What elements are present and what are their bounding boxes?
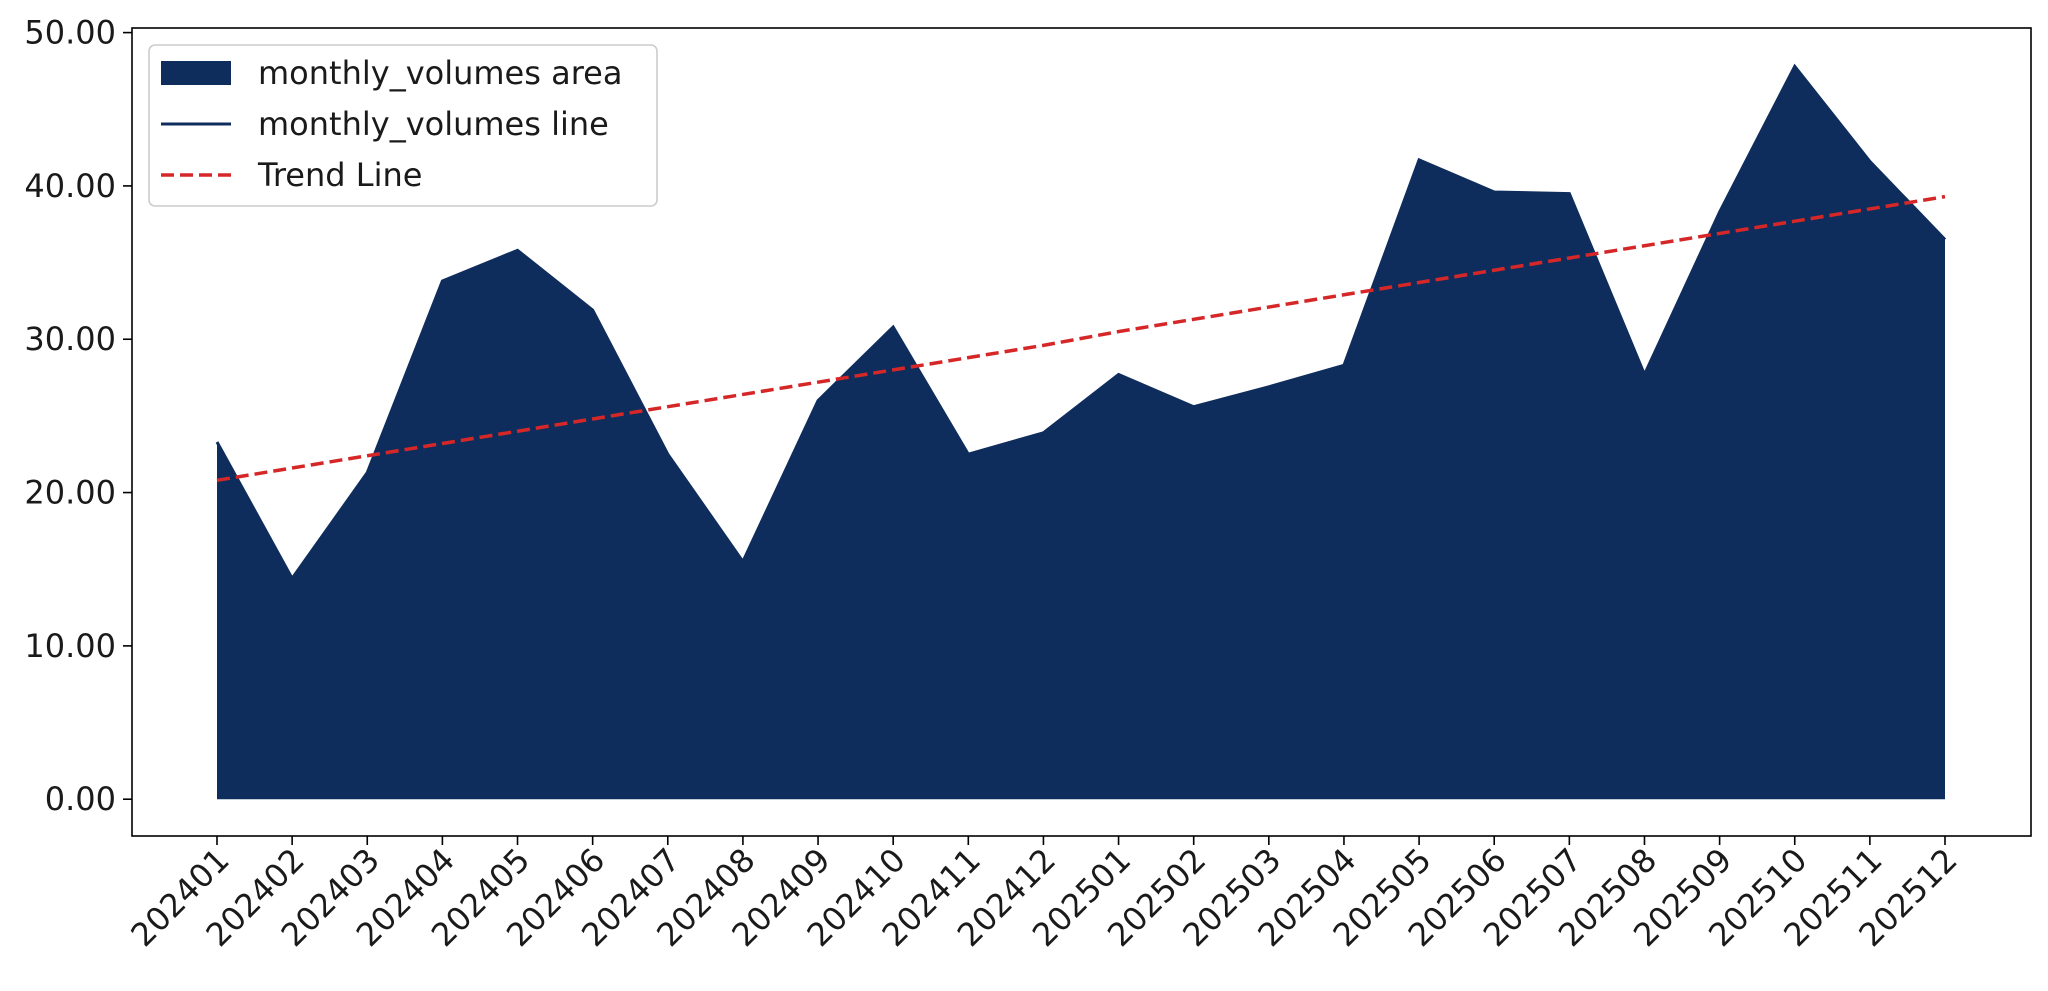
y-tick-label: 0.00 xyxy=(45,780,116,818)
legend-label-monthly-volumes-line: monthly_volumes line xyxy=(258,105,609,143)
y-tick-label: 30.00 xyxy=(24,320,116,358)
y-tick-label: 50.00 xyxy=(24,14,116,52)
y-tick-label: 20.00 xyxy=(24,474,116,512)
legend-label-monthly-volumes-area: monthly_volumes area xyxy=(258,54,622,92)
legend: monthly_volumes area monthly_volumes line… xyxy=(149,45,657,206)
legend-label-trend-line: Trend Line xyxy=(257,156,422,194)
y-tick-label: 10.00 xyxy=(24,627,116,665)
y-tick-label: 40.00 xyxy=(24,167,116,205)
legend-swatch-monthly-volumes-area xyxy=(161,61,231,85)
